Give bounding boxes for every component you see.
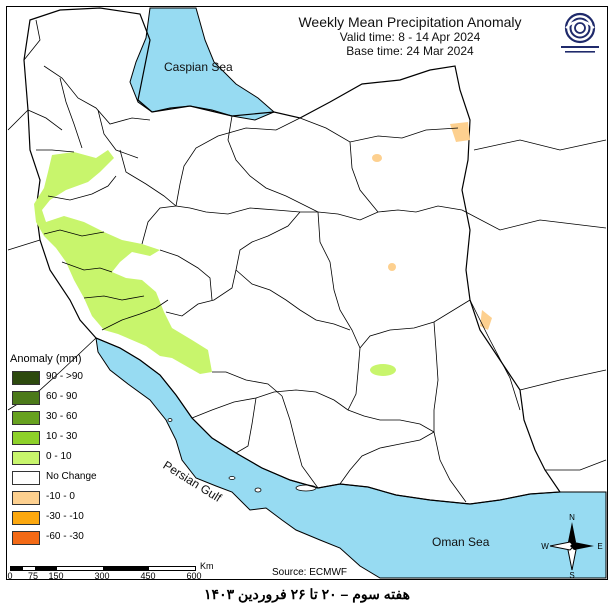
scale-unit: Km (200, 561, 214, 571)
oman-sea-label: Oman Sea (432, 535, 490, 549)
legend-label: -10 - 0 (46, 491, 75, 502)
compass-s: S (569, 571, 574, 578)
scale-label: 150 (48, 571, 64, 581)
anomaly-center-neg (388, 263, 396, 271)
province-boundaries (27, 65, 521, 503)
compass-e: E (597, 542, 602, 551)
iran-border (23, 7, 562, 505)
map-frame (6, 6, 608, 580)
anomaly-ne-neg (450, 122, 470, 142)
scale-label: 300 (94, 571, 110, 581)
source-label: Source: ECMWF (272, 567, 348, 578)
legend-label: No Change (46, 471, 97, 482)
legend-swatch (12, 391, 40, 405)
map-title: Weekly Mean Precipitation Anomaly (298, 14, 522, 30)
island-kish (254, 487, 262, 493)
legend-label: -30 - -10 (46, 511, 84, 522)
legend-item: 30 - 60 (10, 409, 100, 429)
legend-swatch (12, 491, 40, 505)
map-canvas (7, 7, 607, 579)
caspian-sea-shape (129, 7, 275, 121)
legend-swatch (12, 371, 40, 385)
persian-gulf-shape (95, 337, 607, 579)
title-block: Weekly Mean Precipitation Anomaly Valid … (270, 14, 550, 58)
scale-label: 450 (140, 571, 156, 581)
island-kharg (167, 418, 173, 422)
caption: هفته سوم – ۲۰ تا ۲۶ فروردین ۱۴۰۳ (204, 586, 410, 602)
valid-time: Valid time: 8 - 14 Apr 2024 (339, 30, 481, 44)
organization-logo-icon (561, 12, 599, 53)
legend-item: 10 - 30 (10, 429, 100, 449)
legend-label: 10 - 30 (46, 431, 78, 442)
legend: Anomaly (mm) 90 - >90 60 - 90 30 - 60 10… (10, 353, 100, 549)
legend-label: 90 - >90 (46, 371, 83, 382)
island-lavan (228, 476, 236, 480)
anomaly-central-0-10 (370, 364, 396, 376)
caspian-sea-label: Caspian Sea (164, 60, 233, 74)
scale-bar: 0 75 150 300 450 600 Km (7, 561, 216, 582)
legend-swatch (12, 451, 40, 465)
legend-swatch (12, 471, 40, 485)
scale-label: 75 (27, 571, 39, 581)
legend-label: 60 - 90 (46, 391, 78, 402)
legend-swatch (12, 511, 40, 525)
legend-item: 0 - 10 (10, 449, 100, 469)
legend-label: 0 - 10 (46, 451, 72, 462)
compass-rose-icon: N S E W (541, 513, 602, 578)
anomaly-west-0-10 (34, 150, 212, 374)
legend-item: -10 - 0 (10, 489, 100, 509)
legend-label: -60 - -30 (46, 531, 84, 542)
legend-swatch (12, 411, 40, 425)
compass-n: N (569, 513, 575, 522)
legend-swatch (12, 431, 40, 445)
scale-bar-graphic (10, 566, 196, 571)
legend-item: 90 - >90 (10, 369, 100, 389)
base-time: Base time: 24 Mar 2024 (346, 44, 474, 58)
scale-label: 600 (186, 571, 202, 581)
legend-heading: Anomaly (mm) (10, 353, 82, 365)
anomaly-north-neg (372, 154, 382, 162)
anomaly-east-neg (480, 310, 492, 330)
neighbor-borders (7, 19, 607, 471)
legend-item: No Change (10, 469, 100, 489)
legend-label: 30 - 60 (46, 411, 78, 422)
legend-item: -30 - -10 (10, 509, 100, 529)
legend-swatch (12, 531, 40, 545)
legend-item: 60 - 90 (10, 389, 100, 409)
island-qeshm (295, 484, 317, 492)
legend-item: -60 - -30 (10, 529, 100, 549)
compass-w: W (541, 542, 549, 551)
scale-label: 0 (7, 571, 13, 581)
